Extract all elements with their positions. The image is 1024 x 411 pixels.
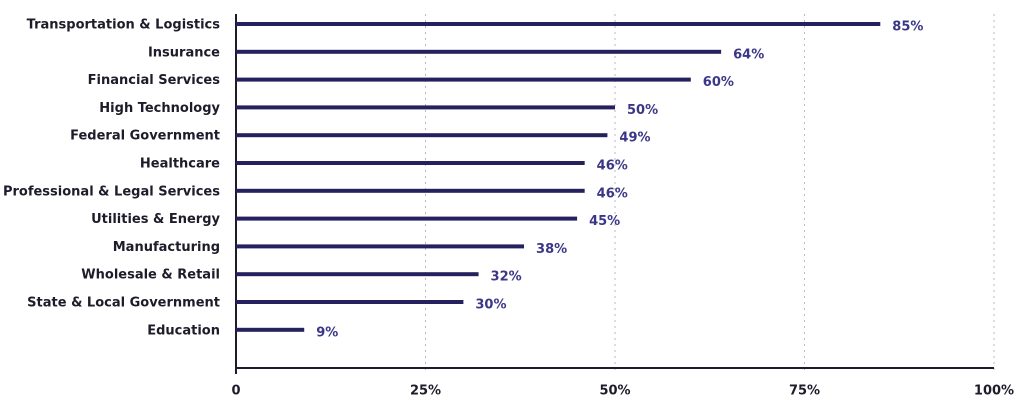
category-label: Manufacturing [113, 240, 220, 255]
value-label: 45% [589, 214, 620, 229]
value-label: 30% [475, 298, 506, 313]
x-tick-label: 0 [231, 384, 240, 399]
x-tick-label: 50% [599, 384, 630, 399]
bar [236, 22, 881, 26]
bar [236, 188, 585, 193]
category-label: Utilities & Energy [91, 212, 220, 227]
value-label: 50% [627, 103, 658, 118]
category-label: Insurance [148, 45, 220, 60]
x-tick-label: 75% [789, 384, 820, 399]
category-label: State & Local Government [27, 296, 220, 311]
value-label: 38% [536, 242, 567, 257]
bar [236, 327, 305, 332]
value-label: 9% [316, 325, 338, 340]
category-label: Federal Government [70, 129, 220, 144]
value-label: 85% [892, 20, 923, 35]
bar [236, 216, 578, 221]
bar [236, 133, 608, 138]
bar [236, 161, 585, 165]
value-label: 46% [597, 159, 628, 174]
category-label: High Technology [99, 101, 220, 116]
value-label: 46% [597, 186, 628, 201]
category-label: Wholesale & Retail [81, 268, 220, 283]
category-label: Healthcare [140, 157, 220, 172]
bar [236, 77, 691, 82]
x-tick-label: 100% [974, 384, 1014, 399]
bar [236, 272, 479, 277]
x-tick-label: 25% [410, 384, 441, 399]
bar [236, 300, 464, 304]
category-label: Professional & Legal Services [3, 184, 220, 199]
category-label: Transportation & Logistics [27, 18, 221, 33]
value-label: 32% [491, 270, 522, 285]
value-label: 64% [733, 47, 764, 62]
category-label: Education [147, 323, 220, 338]
value-label: 60% [703, 75, 734, 90]
bar [236, 49, 722, 54]
category-label: Financial Services [88, 73, 221, 88]
value-label: 49% [619, 131, 650, 146]
bar [236, 105, 615, 110]
bar [236, 244, 525, 249]
